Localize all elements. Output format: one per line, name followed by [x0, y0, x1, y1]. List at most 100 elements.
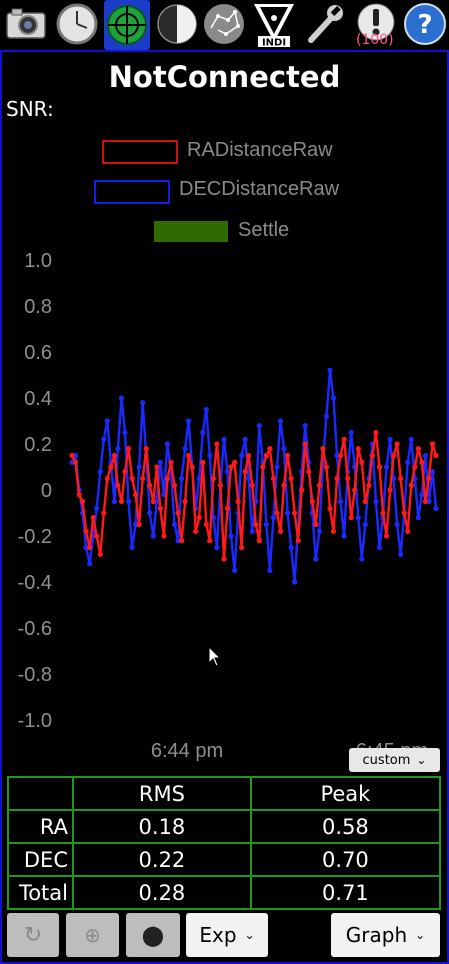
data-point-RADistanceRaw: [94, 533, 100, 539]
chevron-down-icon: ⌄: [415, 928, 426, 942]
data-point-RADistanceRaw: [281, 482, 287, 488]
data-point-RADistanceRaw: [76, 492, 82, 498]
data-point-DECDistanceRaw: [122, 429, 128, 436]
data-point-DECDistanceRaw: [118, 395, 125, 401]
data-point-DECDistanceRaw: [415, 515, 421, 521]
data-point-RADistanceRaw: [415, 446, 421, 452]
data-point-DECDistanceRaw: [157, 459, 163, 465]
data-point-DECDistanceRaw: [338, 498, 344, 505]
help-icon[interactable]: ?: [403, 2, 447, 46]
y-tick-label: 1.0: [24, 250, 52, 272]
stop-icon: ⬤: [141, 923, 165, 947]
indi-icon[interactable]: INDI: [252, 2, 296, 49]
target-icon: ⊕: [84, 923, 101, 947]
data-point-RADistanceRaw: [90, 515, 96, 521]
data-point-RADistanceRaw: [387, 487, 393, 493]
exposure-dropdown[interactable]: Exp ⌄: [186, 913, 268, 957]
data-point-DECDistanceRaw: [348, 429, 354, 436]
target-button[interactable]: ⊕: [66, 913, 119, 957]
data-point-RADistanceRaw: [352, 487, 358, 493]
y-axis: 1.0 0.8 0.6 0.4 0.2 0 -0.2 -0.4 -0.6 -0.8 -1.0: [18, 250, 52, 732]
data-point-DECDistanceRaw: [323, 413, 329, 419]
column-header-peak: Peak: [249, 776, 442, 811]
data-point-DECDistanceRaw: [288, 544, 294, 551]
data-point-DECDistanceRaw: [316, 528, 322, 534]
data-point-DECDistanceRaw: [214, 544, 220, 551]
stop-button[interactable]: ⬤: [126, 913, 180, 957]
data-point-RADistanceRaw: [164, 475, 170, 482]
data-point-RADistanceRaw: [140, 475, 146, 482]
data-point-DECDistanceRaw: [263, 521, 269, 528]
data-point-DECDistanceRaw: [313, 556, 319, 562]
data-point-RADistanceRaw: [309, 498, 315, 505]
data-point-RADistanceRaw: [429, 441, 436, 447]
table-row: Total 0.28 0.71: [7, 875, 442, 910]
clock-icon[interactable]: [55, 2, 99, 46]
guide-graph[interactable]: 1.0 0.8 0.6 0.4 0.2 0 -0.2 -0.4 -0.6 -0.8 -1.0 6:4…: [0, 240, 449, 770]
data-point-RADistanceRaw: [412, 464, 418, 470]
data-point-DECDistanceRaw: [147, 510, 153, 516]
data-point-RADistanceRaw: [154, 464, 160, 470]
data-point-RADistanceRaw: [277, 528, 284, 534]
total-rms-value: 0.28: [72, 875, 252, 910]
data-point-RADistanceRaw: [398, 475, 404, 482]
data-point-RADistanceRaw: [118, 498, 125, 505]
data-point-RADistanceRaw: [401, 510, 407, 516]
legend-settle-swatch: [154, 221, 228, 242]
svg-text:INDI: INDI: [262, 38, 286, 49]
data-point-DECDistanceRaw: [228, 533, 234, 539]
data-point-RADistanceRaw: [175, 510, 181, 516]
data-point-RADistanceRaw: [348, 515, 354, 521]
data-point-RADistanceRaw: [285, 452, 291, 459]
data-point-DECDistanceRaw: [200, 429, 206, 436]
alert-icon[interactable]: (100): [353, 2, 399, 48]
data-point-DECDistanceRaw: [373, 498, 379, 505]
refresh-icon: ↻: [23, 922, 43, 948]
data-point-RADistanceRaw: [221, 556, 227, 562]
series-line-RADistanceRaw: [70, 431, 438, 561]
data-point-DECDistanceRaw: [182, 446, 188, 452]
data-point-RADistanceRaw: [239, 544, 245, 551]
data-point-DECDistanceRaw: [285, 510, 291, 516]
data-point-RADistanceRaw: [125, 446, 132, 452]
data-point-DECDistanceRaw: [83, 544, 89, 551]
data-point-DECDistanceRaw: [104, 418, 110, 424]
data-point-RADistanceRaw: [111, 452, 117, 459]
data-point-DECDistanceRaw: [387, 436, 393, 442]
data-point-DECDistanceRaw: [433, 505, 439, 511]
data-point-RADistanceRaw: [267, 446, 273, 452]
constellation-icon[interactable]: [202, 2, 246, 46]
data-point-DECDistanceRaw: [179, 475, 185, 482]
graph-scale-dropdown[interactable]: custom ⌄: [349, 748, 440, 772]
data-point-RADistanceRaw: [168, 459, 174, 465]
focus-halfmoon-icon[interactable]: [155, 2, 199, 46]
data-point-RADistanceRaw: [87, 544, 93, 551]
data-point-RADistanceRaw: [299, 487, 305, 493]
table-row: RA 0.18 0.58: [7, 809, 442, 844]
data-point-DECDistanceRaw: [419, 492, 425, 498]
data-point-RADistanceRaw: [302, 441, 308, 447]
data-point-RADistanceRaw: [171, 482, 178, 488]
guider-crosshair-icon[interactable]: [104, 0, 150, 50]
table-row: DEC 0.22 0.70: [7, 842, 442, 877]
data-point-DECDistanceRaw: [334, 452, 340, 459]
refresh-button[interactable]: ↻: [7, 913, 59, 957]
data-point-RADistanceRaw: [200, 459, 206, 465]
graph-dropdown[interactable]: Graph ⌄: [331, 913, 440, 957]
data-point-RADistanceRaw: [214, 441, 220, 447]
data-point-RADistanceRaw: [345, 475, 351, 482]
camera-icon[interactable]: [4, 2, 48, 46]
data-point-RADistanceRaw: [217, 482, 223, 488]
data-point-RADistanceRaw: [122, 469, 128, 475]
data-point-DECDistanceRaw: [171, 521, 178, 528]
wrench-icon[interactable]: [303, 2, 347, 46]
row-label-dec: DEC: [7, 842, 74, 877]
data-point-RADistanceRaw: [362, 498, 368, 505]
y-tick-label: -0.8: [18, 664, 52, 686]
data-point-DECDistanceRaw: [256, 423, 262, 429]
data-point-RADistanceRaw: [232, 459, 238, 465]
dec-peak-value: 0.70: [249, 842, 442, 877]
mouse-cursor-icon: [208, 645, 222, 667]
data-point-RADistanceRaw: [419, 459, 425, 465]
legend-dec-swatch: [94, 180, 170, 204]
